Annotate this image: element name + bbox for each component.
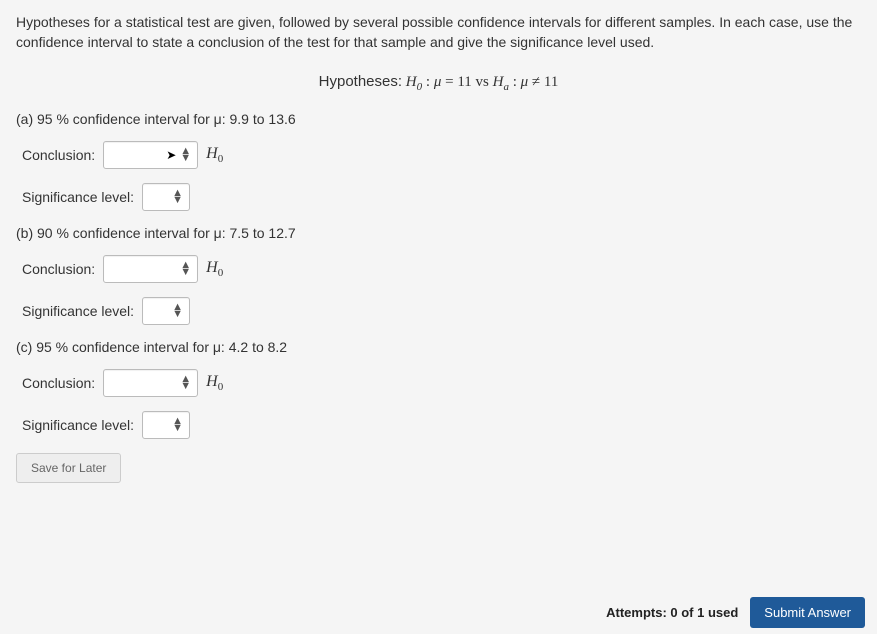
part-c-significance-select[interactable]: ▲▼ xyxy=(142,411,190,439)
part-c-label: (c) 95 % confidence interval for μ: 4.2 … xyxy=(16,339,861,355)
part-b-conclusion-row: Conclusion: ▲▼ H0 xyxy=(22,255,861,283)
cursor-icon: ➤ xyxy=(166,148,176,162)
submit-answer-button[interactable]: Submit Answer xyxy=(750,597,865,628)
significance-label: Significance level: xyxy=(22,189,134,205)
part-b-label: (b) 90 % confidence interval for μ: 7.5 … xyxy=(16,225,861,241)
h0-text: H0 xyxy=(206,259,223,279)
footer-bar: Attempts: 0 of 1 used Submit Answer xyxy=(606,597,865,628)
significance-label: Significance level: xyxy=(22,303,134,319)
stepper-icon: ▲▼ xyxy=(172,418,183,432)
stepper-icon: ▲▼ xyxy=(180,262,191,276)
part-c-conclusion-row: Conclusion: ▲▼ H0 xyxy=(22,369,861,397)
part-c-conclusion-select[interactable]: ▲▼ xyxy=(103,369,198,397)
conclusion-label: Conclusion: xyxy=(22,261,95,277)
ha-symbol: Ha xyxy=(493,74,509,90)
part-a-significance-row: Significance level: ▲▼ xyxy=(22,183,861,211)
part-b-conclusion-select[interactable]: ▲▼ xyxy=(103,255,198,283)
stepper-icon: ▲▼ xyxy=(180,376,191,390)
part-b-significance-select[interactable]: ▲▼ xyxy=(142,297,190,325)
intro-text: Hypotheses for a statistical test are gi… xyxy=(16,12,861,53)
significance-label: Significance level: xyxy=(22,417,134,433)
hypotheses-label: Hypotheses: xyxy=(319,73,402,90)
attempts-text: Attempts: 0 of 1 used xyxy=(606,605,738,620)
part-a-significance-select[interactable]: ▲▼ xyxy=(142,183,190,211)
part-a-conclusion-row: Conclusion: ➤ ▲▼ H0 xyxy=(22,141,861,169)
stepper-icon: ▲▼ xyxy=(172,190,183,204)
h0-symbol: H0 xyxy=(406,74,422,90)
part-a-conclusion-select[interactable]: ➤ ▲▼ xyxy=(103,141,198,169)
h0-text: H0 xyxy=(206,145,223,165)
hypotheses-line: Hypotheses: H0 : μ = 11 vs Ha : μ ≠ 11 xyxy=(16,73,861,93)
part-c-significance-row: Significance level: ▲▼ xyxy=(22,411,861,439)
conclusion-label: Conclusion: xyxy=(22,375,95,391)
part-b-significance-row: Significance level: ▲▼ xyxy=(22,297,861,325)
question-container: Hypotheses for a statistical test are gi… xyxy=(0,0,877,493)
conclusion-label: Conclusion: xyxy=(22,147,95,163)
part-a-label: (a) 95 % confidence interval for μ: 9.9 … xyxy=(16,111,861,127)
save-for-later-button[interactable]: Save for Later xyxy=(16,453,121,483)
stepper-icon: ▲▼ xyxy=(180,148,191,162)
h0-text: H0 xyxy=(206,373,223,393)
stepper-icon: ▲▼ xyxy=(172,304,183,318)
